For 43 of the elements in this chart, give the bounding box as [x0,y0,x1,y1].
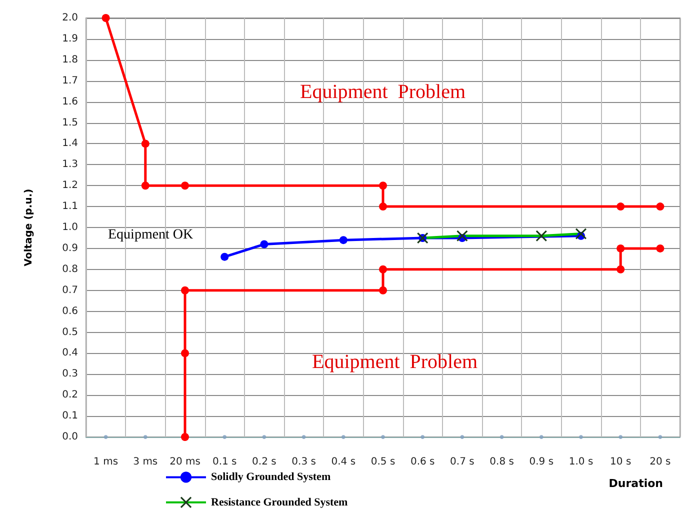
y-tick-label: 0.8 [62,264,78,275]
y-tick-label: 0.5 [62,326,78,338]
x-tick-label: 0.8 s [490,456,514,468]
y-tick-label: 1.5 [62,117,78,128]
x-tick-label: 0.7 s [450,456,474,468]
y-axis-title: Voltage (p.u.) [24,188,34,266]
y-tick-label: 0.4 [62,348,78,359]
x-tick-label: 1.0 s [568,456,594,468]
x-tick-label: 0.5 s [370,456,396,468]
x-tick-label: 10 s [610,456,632,468]
x-axis-title: Duration [608,477,664,490]
x-tick-label: 20 ms [170,456,200,468]
x-tick-label: 1 ms [94,456,118,468]
x-tick-label: 0.4 s [331,456,356,468]
x-tick-label: 0.2 s [252,456,276,468]
x-tick-label: 3 ms [133,456,158,468]
y-tick-label: 1.0 [62,222,78,233]
x-tick-label: 0.1 s [212,456,237,468]
y-tick-label: 0.2 [62,390,78,401]
y-tick-label: 1.8 [62,54,78,66]
x-tick-label: 0.9 s [529,456,554,468]
annotation: Equipment OK [108,228,194,242]
legend-label: Resistance Grounded System [211,496,348,508]
y-tick-label: 0.1 [62,410,78,422]
annotation: Equipment Problem [300,81,466,103]
y-tick-label: 1.4 [62,138,78,150]
y-tick-label: 1.7 [62,75,78,86]
annotation: Equipment Problem [312,351,478,373]
y-tick-label: 0.6 [62,306,78,317]
y-tick-label: 2.0 [62,12,78,24]
x-tick-label: 0.6 s [410,456,435,468]
y-tick-label: 1.3 [62,159,78,170]
y-tick-label: 1.9 [62,33,78,44]
x-tick-label: 0.3 s [292,456,316,468]
y-tick-label: 1.6 [62,96,78,108]
y-tick-label: 0.9 [62,242,78,254]
y-tick-label: 0.3 [62,368,78,380]
y-tick-label: 1.2 [62,180,78,192]
x-tick-label: 20 s [650,456,671,468]
legend-label: Solidly Grounded System [211,471,331,484]
y-tick-label: 0.7 [62,284,78,296]
y-tick-label: 1.1 [62,201,78,212]
y-tick-label: 0.0 [62,432,78,442]
